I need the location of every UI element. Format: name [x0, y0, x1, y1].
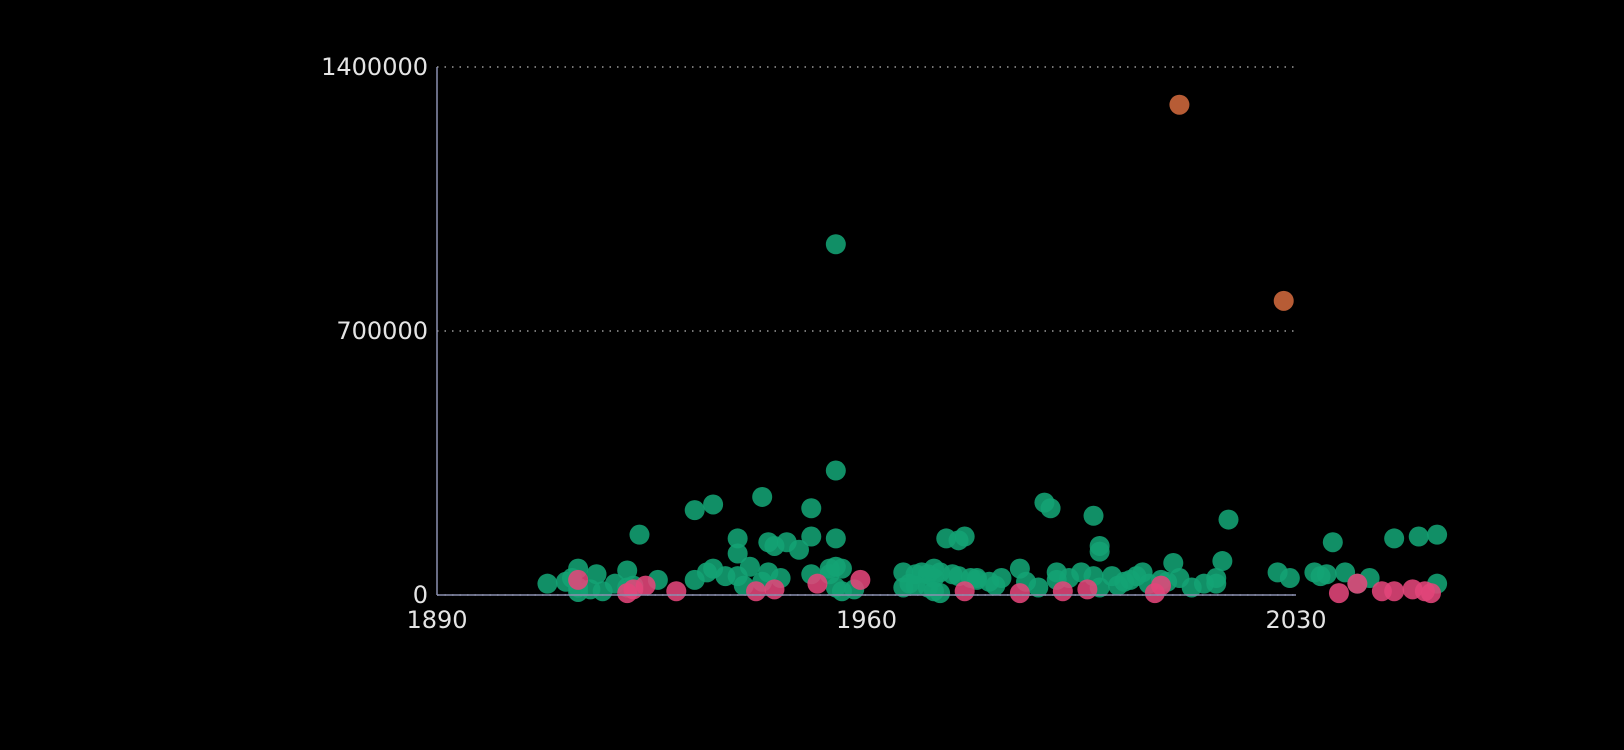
y-tick-label: 0 — [413, 581, 428, 609]
scatter-point — [752, 486, 773, 507]
scatter-point — [1420, 583, 1441, 604]
axis-layer — [436, 67, 1296, 596]
scatter-point — [1052, 581, 1073, 602]
scatter-point — [629, 524, 650, 545]
scatter-point — [764, 535, 785, 556]
scatter-point — [586, 564, 607, 585]
points-layer — [537, 94, 1448, 604]
scatter-point — [568, 569, 589, 590]
scatter-point — [1347, 573, 1368, 594]
scatter-point — [1212, 551, 1233, 572]
scatter-point — [666, 581, 687, 602]
scatter-point — [635, 575, 656, 596]
scatter-point — [991, 568, 1012, 589]
x-tick-label: 1960 — [836, 606, 897, 634]
scatter-point — [825, 460, 846, 481]
scatter-point — [807, 573, 828, 594]
scatter-point — [1077, 579, 1098, 600]
scatter-point — [727, 543, 748, 564]
scatter-point — [1151, 575, 1172, 596]
scatter-point — [727, 528, 748, 549]
scatter-point — [1206, 573, 1227, 594]
scatter-point — [1384, 528, 1405, 549]
scatter-point — [831, 581, 852, 602]
scatter-point — [801, 498, 822, 519]
scatter-point — [764, 579, 785, 600]
scatter-point — [825, 234, 846, 255]
scatter-point — [923, 581, 944, 602]
scatter-point — [1040, 498, 1061, 519]
scatter-point — [703, 494, 724, 515]
scatter-point — [954, 526, 975, 547]
scatter-point — [1089, 541, 1110, 562]
scatter-point — [1384, 581, 1405, 602]
scatter-point — [537, 573, 558, 594]
scatter-point — [954, 581, 975, 602]
scatter-point — [850, 569, 871, 590]
scatter-point — [1083, 505, 1104, 526]
scatter-point — [1163, 552, 1184, 573]
x-tick-label: 1890 — [406, 606, 467, 634]
tick-labels: 0 700000 1400000 1890 1960 2030 — [321, 53, 1326, 634]
scatter-point — [1322, 532, 1343, 553]
y-tick-label: 700000 — [336, 317, 428, 345]
scatter-point — [1218, 509, 1239, 530]
scatter-point — [1427, 524, 1448, 545]
scatter-point — [1279, 568, 1300, 589]
scatter-point — [1273, 290, 1294, 311]
scatter-point — [825, 556, 846, 577]
scatter-point — [789, 539, 810, 560]
scatter-point — [684, 500, 705, 521]
scatter-point — [746, 581, 767, 602]
scatter-point — [825, 528, 846, 549]
y-tick-label: 1400000 — [321, 53, 428, 81]
scatter-point — [739, 556, 760, 577]
scatter-point — [1009, 583, 1030, 604]
x-tick-label: 2030 — [1265, 606, 1326, 634]
scatter-point — [617, 560, 638, 581]
scatter-point — [758, 562, 779, 583]
scatter-point — [801, 526, 822, 547]
grid-layer — [437, 66, 1296, 596]
scatter-point — [1169, 94, 1190, 115]
scatter-point — [1408, 526, 1429, 547]
scatter-point — [1316, 564, 1337, 585]
scatter-point — [1328, 583, 1349, 604]
scatter-point — [1028, 577, 1049, 598]
